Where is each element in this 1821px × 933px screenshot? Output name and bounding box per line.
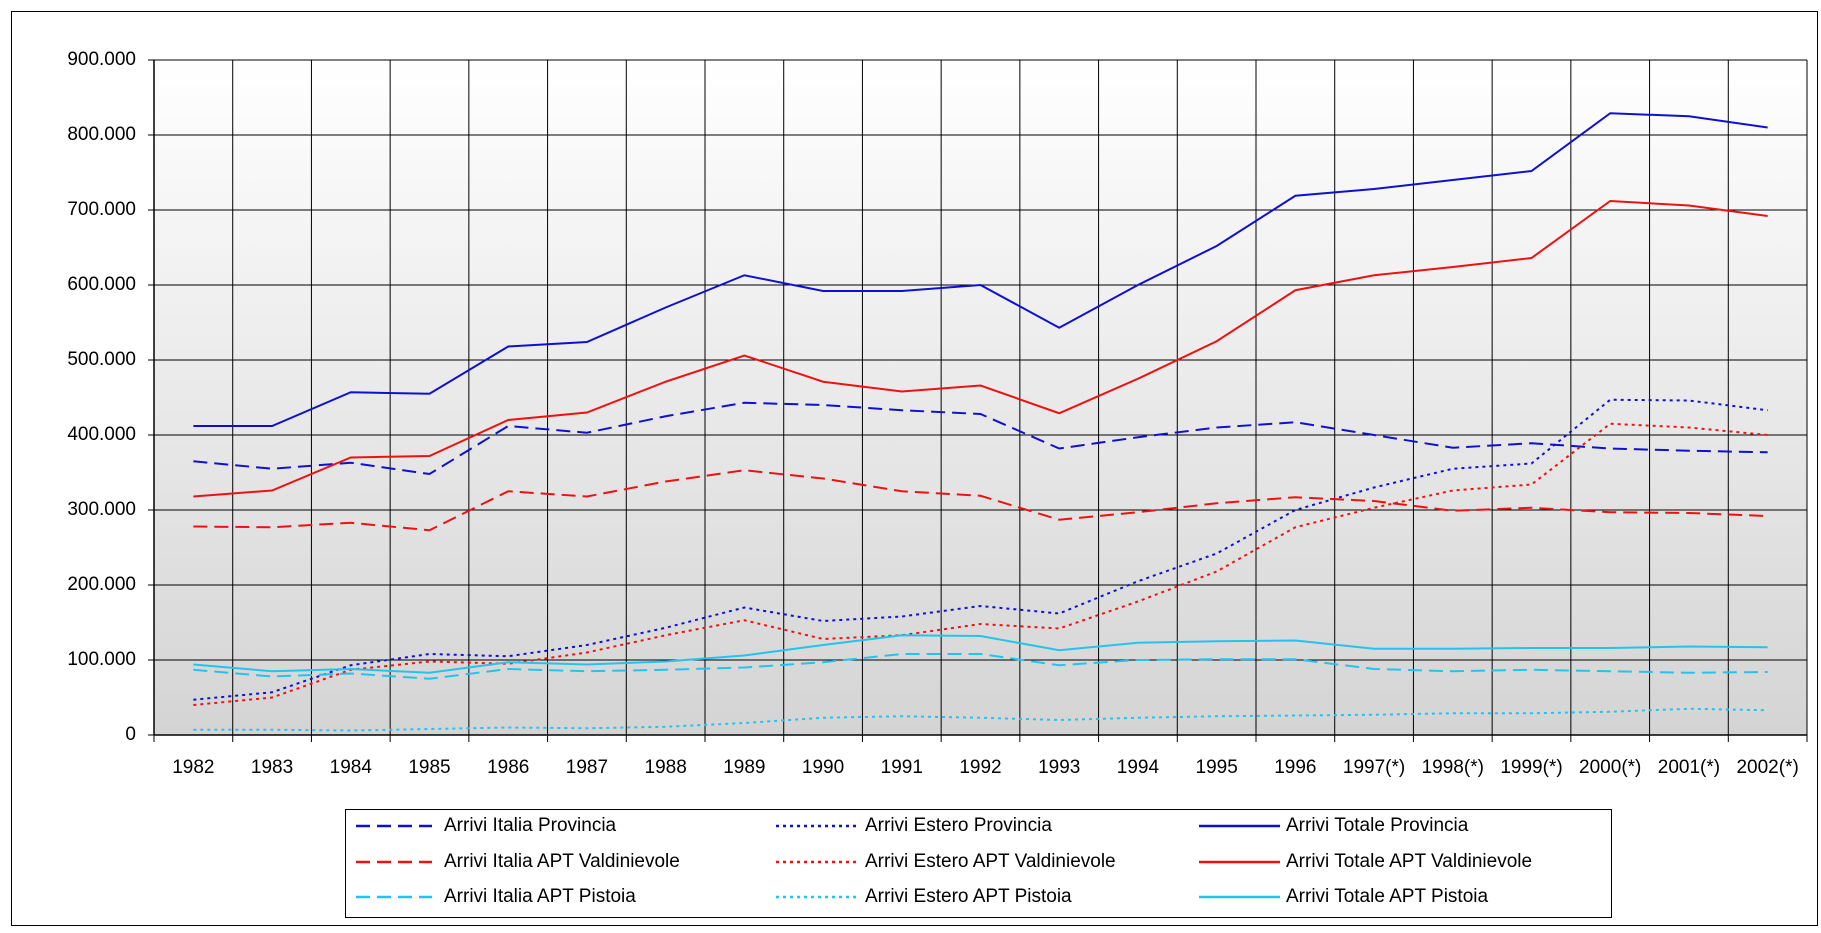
legend-label: Arrivi Estero APT Pistoia (865, 886, 1072, 907)
x-tick-label: 2001(*) (1658, 757, 1720, 778)
legend-label: Arrivi Totale Provincia (1286, 815, 1469, 836)
y-tick-label: 700.000 (67, 199, 136, 220)
legend-label: Arrivi Totale APT Pistoia (1286, 886, 1488, 907)
y-tick-label: 900.000 (67, 49, 136, 70)
x-tick-label: 1993 (1038, 757, 1080, 778)
x-tick-label: 1988 (645, 757, 687, 778)
y-tick-label: 300.000 (67, 499, 136, 520)
x-tick-label: 1982 (172, 757, 214, 778)
legend-label: Arrivi Italia Provincia (444, 815, 617, 836)
y-tick-label: 0 (125, 724, 136, 745)
x-tick-label: 1986 (487, 757, 529, 778)
legend-box (345, 809, 1612, 918)
legend-label: Arrivi Totale APT Valdinievole (1286, 851, 1532, 872)
y-tick-label: 600.000 (67, 274, 136, 295)
x-tick-label: 2000(*) (1579, 757, 1641, 778)
legend-label: Arrivi Italia APT Valdinievole (444, 851, 680, 872)
series-line (193, 112, 1768, 427)
x-tick-label: 1990 (802, 757, 844, 778)
x-tick-label: 1985 (408, 757, 450, 778)
legend-label: Arrivi Estero APT Valdinievole (865, 851, 1116, 872)
y-tick-label: 500.000 (67, 349, 136, 370)
series-line (193, 653, 1768, 680)
x-tick-label: 1995 (1196, 757, 1238, 778)
x-tick-label: 1991 (881, 757, 923, 778)
series-line (193, 199, 1768, 498)
plot-area (154, 60, 1807, 735)
x-tick-label: 1984 (330, 757, 373, 778)
legend-label: Arrivi Estero Provincia (865, 815, 1052, 836)
x-tick-label: 1992 (959, 757, 1001, 778)
x-tick-label: 1987 (566, 757, 608, 778)
y-tick-label: 400.000 (67, 424, 136, 445)
series-line (193, 401, 1768, 476)
legend-label: Arrivi Italia APT Pistoia (444, 886, 636, 907)
x-tick-label: 1997(*) (1343, 757, 1405, 778)
x-tick-label: 1998(*) (1422, 757, 1484, 778)
y-tick-label: 800.000 (67, 124, 136, 145)
y-tick-label: 200.000 (67, 574, 136, 595)
x-tick-label: 2002(*) (1736, 757, 1798, 778)
x-tick-label: 1994 (1117, 757, 1160, 778)
y-tick-label: 100.000 (67, 649, 136, 670)
series-line (193, 398, 1768, 701)
series-line (193, 422, 1768, 706)
x-tick-label: 1989 (723, 757, 765, 778)
series-line (193, 634, 1768, 674)
x-tick-label: 1999(*) (1500, 757, 1562, 778)
x-tick-label: 1983 (251, 757, 293, 778)
x-tick-label: 1996 (1274, 757, 1316, 778)
series-line (193, 469, 1768, 532)
